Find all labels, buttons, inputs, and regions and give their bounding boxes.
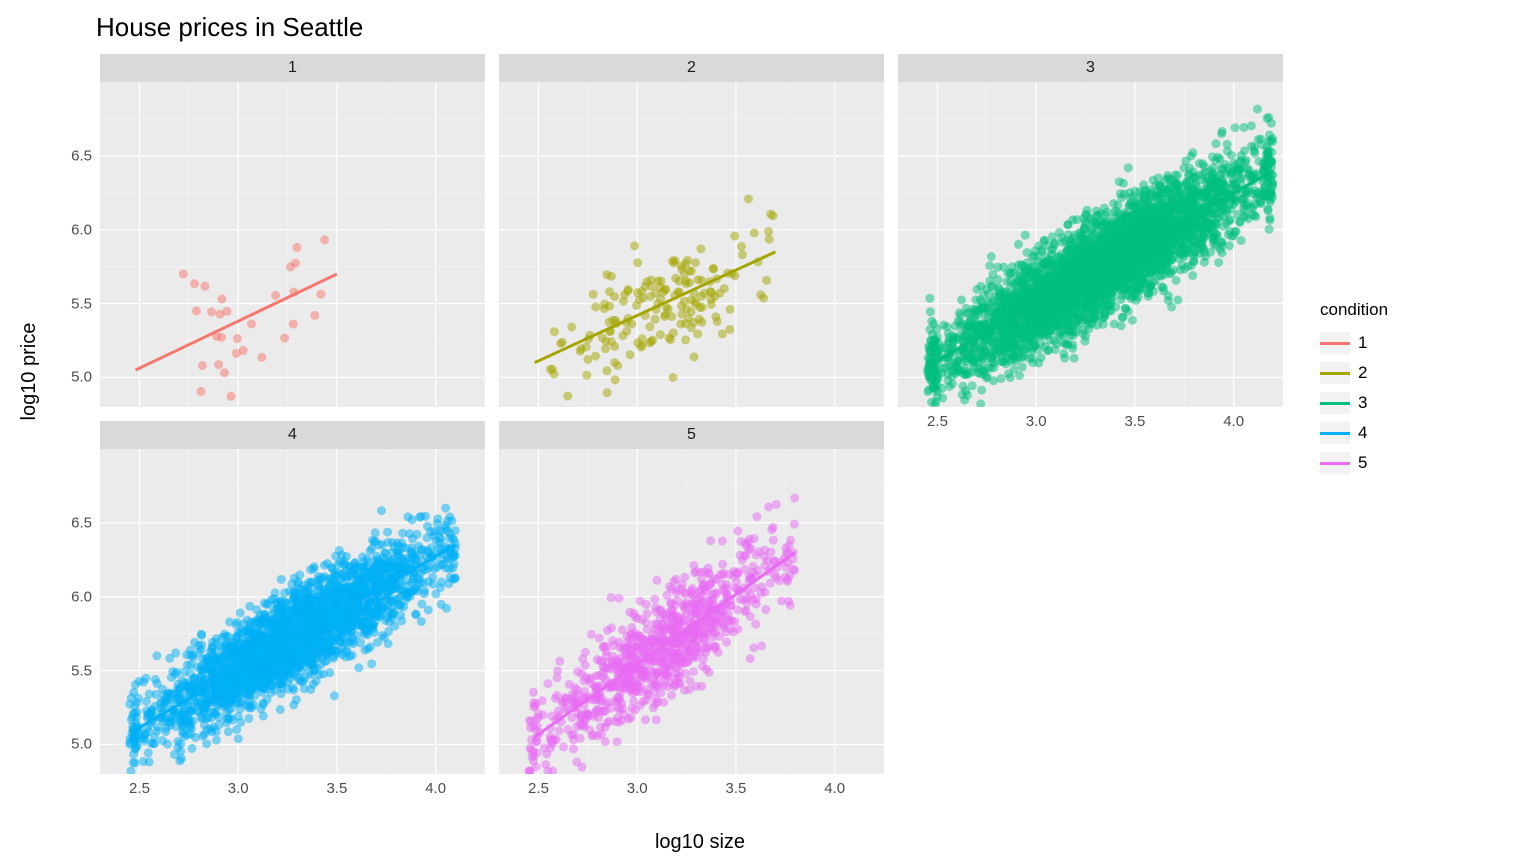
legend-key-icon bbox=[1320, 332, 1350, 354]
legend-title: condition bbox=[1320, 300, 1388, 320]
facet-panel bbox=[499, 449, 884, 774]
y-tick-label: 5.5 bbox=[71, 662, 92, 679]
y-tick-label: 6.0 bbox=[71, 588, 92, 605]
legend-item: 4 bbox=[1320, 422, 1388, 444]
legend-key-icon bbox=[1320, 452, 1350, 474]
legend-label: 2 bbox=[1358, 363, 1367, 383]
facet-strip: 3 bbox=[898, 54, 1283, 82]
legend-item: 2 bbox=[1320, 362, 1388, 384]
x-tick-label: 4.0 bbox=[1223, 413, 1244, 430]
x-tick-label: 3.5 bbox=[1124, 413, 1145, 430]
chart-title: House prices in Seattle bbox=[96, 12, 363, 43]
x-tick-label: 4.0 bbox=[425, 780, 446, 797]
legend-key-icon bbox=[1320, 362, 1350, 384]
y-tick-label: 5.0 bbox=[71, 736, 92, 753]
legend: condition 1 2 3 4 5 bbox=[1320, 300, 1388, 482]
legend-label: 5 bbox=[1358, 453, 1367, 473]
legend-item: 5 bbox=[1320, 452, 1388, 474]
legend-label: 1 bbox=[1358, 333, 1367, 353]
x-axis-label: log10 size bbox=[655, 831, 745, 854]
legend-key-icon bbox=[1320, 392, 1350, 414]
facet-panel bbox=[898, 82, 1283, 407]
legend-item: 1 bbox=[1320, 332, 1388, 354]
x-tick-label: 4.0 bbox=[824, 780, 845, 797]
faceted-scatter-chart: House prices in Seattle log10 price 1 5.0… bbox=[0, 0, 1536, 864]
x-tick-label: 2.5 bbox=[528, 780, 549, 797]
x-tick-label: 2.5 bbox=[129, 780, 150, 797]
legend-label: 4 bbox=[1358, 423, 1367, 443]
y-tick-label: 5.5 bbox=[71, 295, 92, 312]
facet-panel bbox=[499, 82, 884, 407]
x-tick-label: 3.5 bbox=[326, 780, 347, 797]
legend-key-icon bbox=[1320, 422, 1350, 444]
facet-strip: 1 bbox=[100, 54, 485, 82]
x-tick-label: 3.0 bbox=[1026, 413, 1047, 430]
y-tick-label: 6.5 bbox=[71, 147, 92, 164]
x-tick-label: 2.5 bbox=[927, 413, 948, 430]
y-tick-label: 6.5 bbox=[71, 514, 92, 531]
facet-strip: 4 bbox=[100, 421, 485, 449]
facet-panel bbox=[100, 82, 485, 407]
x-tick-label: 3.0 bbox=[627, 780, 648, 797]
legend-label: 3 bbox=[1358, 393, 1367, 413]
y-tick-label: 6.0 bbox=[71, 221, 92, 238]
x-tick-label: 3.5 bbox=[725, 780, 746, 797]
facet-strip: 5 bbox=[499, 421, 884, 449]
x-tick-label: 3.0 bbox=[228, 780, 249, 797]
y-axis-label: log10 price bbox=[18, 323, 41, 421]
y-tick-label: 5.0 bbox=[71, 369, 92, 386]
facet-strip: 2 bbox=[499, 54, 884, 82]
facet-panel bbox=[100, 449, 485, 774]
legend-item: 3 bbox=[1320, 392, 1388, 414]
